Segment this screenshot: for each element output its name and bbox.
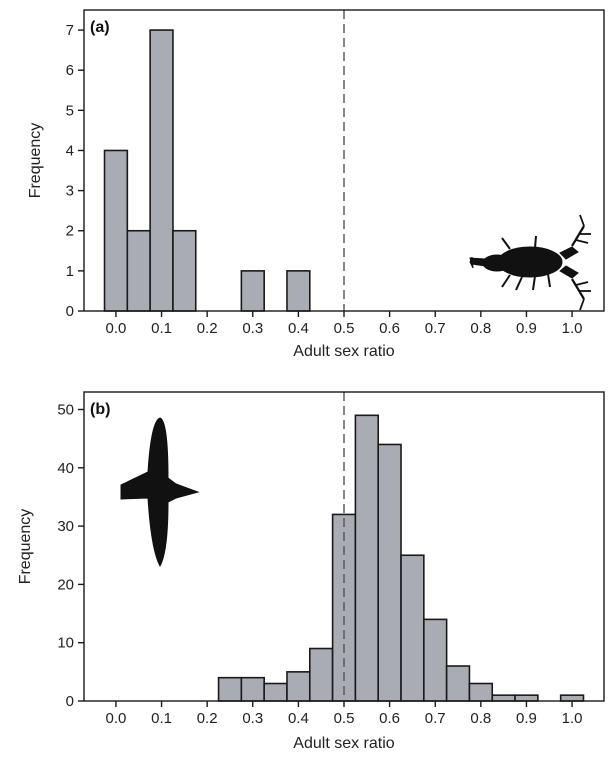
y-tick-label: 0 xyxy=(66,693,74,710)
x-tick-label: 0.6 xyxy=(379,320,400,337)
panel-label: (a) xyxy=(90,19,110,36)
x-tick-label: 0.6 xyxy=(379,710,400,727)
x-tick-label: 0.4 xyxy=(288,320,309,337)
y-tick-label: 30 xyxy=(57,518,74,535)
x-tick-label: 0.7 xyxy=(425,320,446,337)
y-tick-label: 5 xyxy=(66,102,74,119)
x-tick-label: 0.9 xyxy=(516,710,537,727)
crustacean-silhouette-icon xyxy=(469,214,591,311)
x-tick-label: 0.7 xyxy=(425,710,446,727)
x-tick-label: 0.3 xyxy=(242,710,263,727)
histogram-bar xyxy=(126,229,151,312)
y-tick-label: 6 xyxy=(66,62,74,79)
x-tick-label: 0.8 xyxy=(470,710,491,727)
x-axis-title: Adult sex ratio xyxy=(293,735,394,752)
histogram-bar xyxy=(468,682,494,702)
x-tick-label: 0.2 xyxy=(197,710,218,727)
histogram-bar xyxy=(103,149,129,312)
x-tick-label: 1.0 xyxy=(562,320,583,337)
histogram-bar xyxy=(308,647,334,702)
x-tick-label: 0.2 xyxy=(197,320,218,337)
histogram-bar xyxy=(423,618,448,702)
histogram-bar xyxy=(559,694,585,702)
histogram-bar xyxy=(445,665,471,702)
x-tick-label: 0.4 xyxy=(288,710,309,727)
x-tick-label: 0.8 xyxy=(470,320,491,337)
x-tick-label: 0.5 xyxy=(334,320,355,337)
y-axis-title: Frequency xyxy=(17,509,34,585)
x-tick-label: 0.1 xyxy=(151,320,172,337)
histogram-bar xyxy=(377,443,402,702)
histogram-bar xyxy=(400,554,425,702)
histogram-bar xyxy=(286,270,311,312)
x-axis-title: Adult sex ratio xyxy=(293,343,394,360)
panel-label: (b) xyxy=(90,401,110,418)
histogram-bar xyxy=(354,414,380,702)
y-tick-label: 4 xyxy=(66,142,74,159)
bird-silhouette-icon xyxy=(120,417,200,568)
y-tick-label: 2 xyxy=(66,223,74,240)
y-tick-label: 1 xyxy=(66,263,74,280)
histogram-bar xyxy=(491,694,516,702)
x-tick-label: 0.3 xyxy=(242,320,263,337)
x-tick-label: 0.5 xyxy=(334,710,355,727)
histogram-bar xyxy=(263,682,288,702)
panel-b: 0.0 0.1 0.2 0.3 0.4 0.5 0.6 0.7 0.8 0.9 1.0 0 10 20 30… xyxy=(17,391,605,752)
histogram-bar xyxy=(240,676,265,702)
y-tick-label: 50 xyxy=(57,401,74,418)
histogram-bar xyxy=(240,270,265,312)
y-tick-label: 40 xyxy=(57,460,74,477)
histogram-bar xyxy=(149,29,174,312)
x-tick-label: 0.9 xyxy=(516,320,537,337)
y-tick-label: 20 xyxy=(57,576,74,593)
histogram-bar xyxy=(514,694,539,702)
histogram-bar xyxy=(217,676,243,702)
histogram-bar xyxy=(286,671,311,702)
x-tick-label: 0.1 xyxy=(151,710,172,727)
y-tick-label: 3 xyxy=(66,183,74,200)
x-tick-label: 1.0 xyxy=(562,710,583,727)
y-tick-label: 0 xyxy=(66,303,74,320)
y-tick-label: 10 xyxy=(57,635,74,652)
x-tick-label: 0.0 xyxy=(106,710,127,727)
y-tick-label: 7 xyxy=(66,22,74,39)
panel-a: 0.0 0.1 0.2 0.3 0.4 0.5 0.6 0.7 0.8 0.9 1.0 0 1 2 3 4 5 6… xyxy=(27,9,605,360)
histogram-bar xyxy=(172,229,197,312)
x-tick-label: 0.0 xyxy=(106,320,127,337)
y-axis-title: Frequency xyxy=(27,123,44,199)
